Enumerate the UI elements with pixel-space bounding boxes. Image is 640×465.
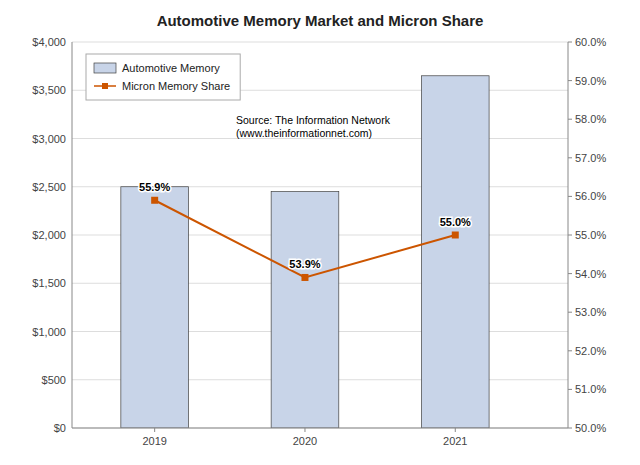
y-tick-label: $1,000 — [32, 326, 66, 338]
annotation-line: Source: The Information Network — [236, 114, 391, 126]
y2-tick — [568, 350, 572, 351]
legend-label: Automotive Memory — [122, 62, 220, 74]
bar — [121, 187, 189, 428]
y2-tick-label: 53.0% — [575, 306, 606, 318]
x-tick — [154, 428, 155, 432]
y2-tick — [568, 235, 572, 236]
data-labels: 55.9% 53.9% 55.0% — [139, 181, 471, 270]
y-tick-label: $1,500 — [32, 277, 66, 289]
x-tick — [455, 428, 456, 432]
x-tick — [304, 428, 305, 432]
legend-swatch — [94, 63, 116, 73]
y2-tick — [568, 428, 572, 429]
data-label: 53.9% — [289, 258, 320, 270]
y2-tick — [568, 119, 572, 120]
y2-tick-label: 59.0% — [575, 75, 606, 87]
data-label: 55.0% — [440, 216, 471, 228]
y2-tick-label: 52.0% — [575, 345, 606, 357]
y2-tick-label: 60.0% — [575, 36, 606, 48]
legend-label: Micron Memory Share — [122, 80, 230, 92]
y2-tick-label: 55.0% — [575, 229, 606, 241]
y2-tick — [568, 389, 572, 390]
y-axis-line — [72, 42, 73, 428]
y2-tick-label: 57.0% — [575, 152, 606, 164]
data-label: 55.9% — [139, 181, 170, 193]
marker — [452, 232, 459, 239]
grid-line — [72, 42, 568, 43]
x-tick-label: 2021 — [443, 435, 467, 447]
y2-tick-label: 56.0% — [575, 190, 606, 202]
y-tick-label: $3,500 — [32, 84, 66, 96]
grid-line — [72, 428, 568, 429]
y2-tick-label: 54.0% — [575, 268, 606, 280]
y-tick-label: $2,000 — [32, 229, 66, 241]
y2-tick — [568, 312, 572, 313]
y-tick-label: $500 — [42, 374, 66, 386]
x-tick-label: 2020 — [293, 435, 317, 447]
y2-tick-label: 51.0% — [575, 383, 606, 395]
page: {"chart_data": { "type": "bar", "title":… — [0, 0, 640, 465]
grid — [72, 42, 568, 428]
y2-tick — [568, 196, 572, 197]
x-tick-label: 2019 — [142, 435, 166, 447]
chart: Automotive Memory Market and Micron Shar… — [0, 0, 640, 465]
annotation-line: (www.theinformationnet.com) — [236, 127, 372, 139]
bar — [271, 192, 339, 428]
legend: Automotive Memory Micron Memory Share — [86, 54, 240, 100]
title: Automotive Memory Market and Micron Shar… — [157, 12, 484, 29]
marker — [301, 274, 308, 281]
y2-tick — [568, 80, 572, 81]
plot-area — [121, 76, 489, 428]
legend-marker — [102, 83, 108, 89]
bar — [421, 76, 489, 428]
marker — [151, 197, 158, 204]
y-tick-label: $2,500 — [32, 181, 66, 193]
y2-tick-label: 58.0% — [575, 113, 606, 125]
annotation: Source: The Information Network(www.thei… — [236, 114, 391, 139]
x-axis-line — [72, 428, 568, 429]
line — [155, 200, 456, 277]
y-tick-label: $0 — [54, 422, 66, 434]
legend-frame — [86, 54, 240, 100]
y2-tick — [568, 157, 572, 158]
y2-tick-label: 50.0% — [575, 422, 606, 434]
y2-axis-line — [568, 42, 569, 428]
y-tick-label: $4,000 — [32, 36, 66, 48]
y2-tick — [568, 273, 572, 274]
y-tick-label: $3,000 — [32, 133, 66, 145]
y2-tick — [568, 42, 572, 43]
